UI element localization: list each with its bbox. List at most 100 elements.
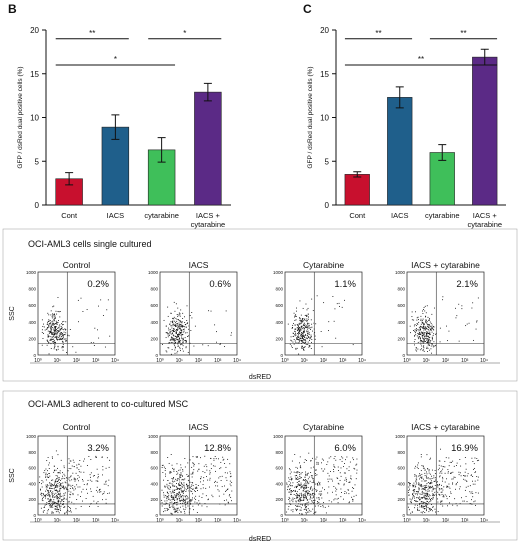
flow-x-tick: 10⁴ [358, 358, 366, 364]
flow-y-tick: 800 [397, 450, 405, 455]
flow-x-tick: 10⁰ [156, 358, 164, 364]
flow-y-tick: 1000 [395, 270, 406, 275]
flow-y-tick: 400 [28, 320, 36, 325]
flow-x-tick: 10¹ [301, 518, 309, 524]
flow-row: OCI-AML3 cells single cultured Control 0.2… [2, 228, 518, 382]
flow-cytometry-layer: OCI-AML3 cells single cultured Control 0.2… [2, 228, 518, 543]
y-tick-label: 15 [320, 70, 329, 79]
flow-y-tick: 1000 [148, 434, 159, 439]
flow-y-tick: 0 [280, 513, 283, 518]
flow-x-tick: 10³ [339, 358, 347, 364]
flow-y-tick: 800 [275, 450, 283, 455]
flow-y-tick: 800 [150, 450, 158, 455]
flow-x-tick: 10⁰ [403, 358, 411, 364]
flow-y-tick: 0 [402, 353, 405, 358]
flow-y-tick: 400 [28, 481, 36, 486]
flow-y-tick: 600 [28, 466, 36, 471]
flow-y-tick: 1000 [395, 434, 406, 439]
significance-label: * [114, 55, 117, 64]
y-tick-label: 20 [320, 26, 329, 35]
flow-x-tick: 10⁰ [156, 518, 164, 524]
flow-y-tick: 400 [397, 320, 405, 325]
category-label: IACS + [196, 211, 221, 220]
category-label: IACS [107, 211, 125, 220]
category-label: cytarabine [425, 211, 460, 220]
category-label: cytarabine [191, 220, 226, 229]
event-dots [286, 452, 358, 515]
flow-x-tick: 10¹ [301, 358, 309, 364]
bar-chart-b: B 0 5 10 15 20 GFP / dsRed dual positive cells… [8, 2, 231, 229]
flow-x-tick: 10⁴ [233, 518, 241, 524]
flow-panel-name: Control [63, 260, 91, 270]
flow-x-tick: 10¹ [176, 518, 184, 524]
flow-y-tick: 400 [397, 481, 405, 486]
y-tick-label: 0 [35, 201, 40, 210]
flow-panel: Cytarabine 6.0% 0 200 400 600 800 1000 10⁰ 10¹ 10²… [273, 422, 366, 524]
flow-x-tick: 10⁰ [403, 518, 411, 524]
category-label: Cont [349, 211, 366, 220]
flow-x-tick: 10¹ [423, 518, 431, 524]
flow-x-tick: 10³ [461, 358, 469, 364]
flow-x-tick: 10⁴ [111, 518, 119, 524]
flow-y-tick: 0 [280, 353, 283, 358]
quadrant-percent: 2.1% [456, 279, 478, 290]
flow-y-tick: 0 [155, 513, 158, 518]
flow-y-tick: 1000 [26, 270, 37, 275]
flow-x-axis-label: dsRED [249, 374, 271, 381]
bar [429, 152, 455, 206]
flow-y-tick: 800 [150, 287, 158, 292]
quadrant-percent: 3.2% [87, 443, 109, 454]
flow-y-tick: 400 [275, 481, 283, 486]
flow-y-axis-label: SSC [9, 468, 16, 482]
flow-plot-frame [159, 271, 238, 356]
flow-y-tick: 1000 [273, 434, 284, 439]
flow-x-tick: 10⁰ [281, 358, 289, 364]
y-axis-label: GFP / dsRed dual positive cells (%) [307, 66, 314, 168]
flow-x-tick: 10¹ [423, 358, 431, 364]
flow-panel-name: IACS + cytarabine [411, 260, 480, 270]
flow-x-tick: 10³ [461, 518, 469, 524]
flow-x-tick: 10⁴ [233, 358, 241, 364]
flow-panel: Control 3.2% 0 200 400 600 800 1000 10⁰ 10¹ 10² 10³… [26, 422, 119, 524]
flow-plot-frame [406, 271, 485, 356]
flow-y-tick: 600 [397, 466, 405, 471]
category-label: IACS + [473, 211, 498, 220]
category-label: IACS [391, 211, 409, 220]
flow-x-tick: 10⁰ [281, 518, 289, 524]
flow-panel-name: IACS + cytarabine [411, 422, 480, 432]
flow-x-tick: 10² [320, 518, 328, 524]
flow-y-tick: 200 [275, 497, 283, 502]
quadrant-percent: 16.9% [451, 443, 478, 454]
flow-x-tick: 10⁴ [480, 358, 488, 364]
flow-x-tick: 10² [195, 358, 203, 364]
flow-panel-name: IACS [189, 260, 209, 270]
flow-y-tick: 600 [397, 303, 405, 308]
flow-y-tick: 800 [28, 450, 36, 455]
flow-y-tick: 0 [33, 353, 36, 358]
flow-row: OCI-AML3 adherent to co-cultured MSC Cont… [2, 390, 518, 543]
significance-label: ** [89, 29, 95, 38]
event-dots [161, 454, 233, 515]
flow-y-tick: 1000 [26, 434, 37, 439]
flow-x-tick: 10¹ [54, 518, 62, 524]
flow-x-axis-label: dsRED [249, 536, 271, 543]
flow-x-tick: 10² [73, 358, 81, 364]
category-label: Cont [61, 211, 78, 220]
panel-letter: B [8, 2, 17, 16]
flow-y-tick: 1000 [148, 270, 159, 275]
event-dots [41, 297, 111, 355]
panel-letter: C [303, 2, 312, 16]
flow-x-tick: 10² [442, 358, 450, 364]
y-tick-label: 10 [30, 114, 39, 123]
flow-panel: IACS + cytarabine 16.9% 0 200 400 600 800 1000 1… [395, 422, 488, 524]
y-tick-label: 5 [35, 157, 40, 166]
flow-plot-frame [159, 435, 238, 516]
flow-y-tick: 200 [150, 336, 158, 341]
flow-x-tick: 10³ [92, 358, 100, 364]
flow-panel: IACS + cytarabine 2.1% 0 200 400 600 800 1000 10… [395, 260, 488, 364]
flow-x-tick: 10¹ [176, 358, 184, 364]
flow-y-tick: 400 [150, 320, 158, 325]
flow-panel: IACS 12.8% 0 200 400 600 800 1000 10⁰ 10¹ 10² 10³ 10… [148, 422, 241, 524]
